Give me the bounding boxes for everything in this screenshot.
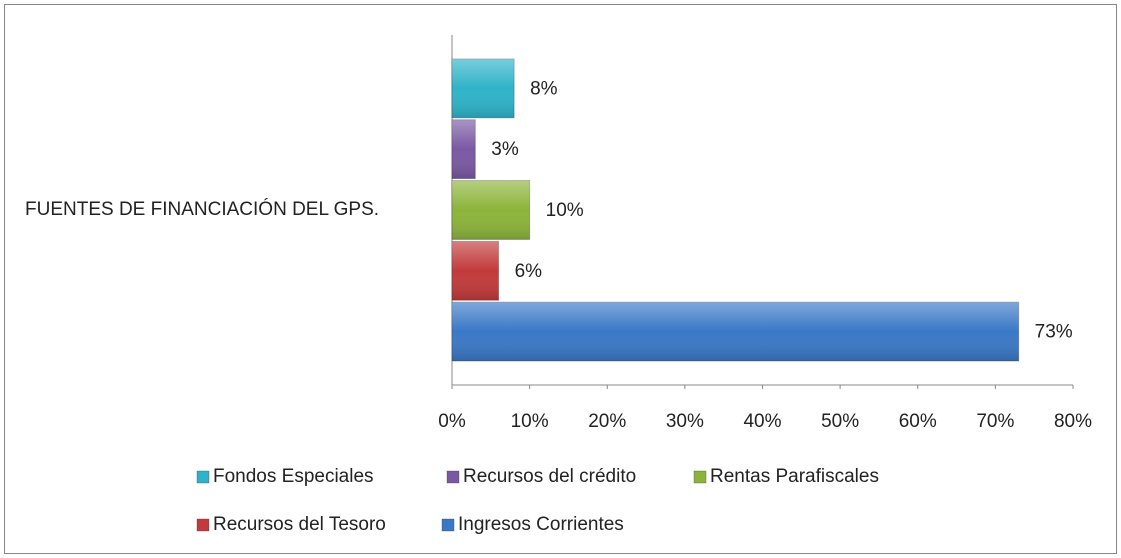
chart-border <box>4 4 1117 554</box>
x-tick-label: 20% <box>588 411 626 432</box>
data-label: 3% <box>491 139 519 160</box>
x-tick-label: 0% <box>438 411 466 432</box>
data-label: 8% <box>530 78 558 99</box>
bar <box>451 58 515 119</box>
data-label: 73% <box>1035 322 1073 343</box>
legend-label: Recursos del Tesoro <box>213 514 386 535</box>
legend-marker <box>441 518 455 532</box>
x-tick-label: 40% <box>743 411 781 432</box>
bar <box>451 180 531 240</box>
legend-label: Rentas Parafiscales <box>710 466 879 487</box>
x-tick-label: 60% <box>899 411 937 432</box>
x-tick-label: 30% <box>666 411 704 432</box>
legend-marker <box>693 470 707 484</box>
bar <box>451 240 500 301</box>
data-label: 10% <box>546 200 584 221</box>
legend-label: Ingresos Corrientes <box>458 514 624 535</box>
legend-marker <box>196 518 210 532</box>
y-tick-label: FUENTES DE FINANCIACIÓN DEL GPS. <box>25 198 379 220</box>
x-tick-label: 70% <box>976 411 1014 432</box>
bar <box>451 119 476 180</box>
legend-label: Recursos del crédito <box>463 466 636 487</box>
x-tick-label: 10% <box>511 411 549 432</box>
data-label: 6% <box>515 261 543 282</box>
x-tick-label: 50% <box>821 411 859 432</box>
legend-marker <box>196 470 210 484</box>
x-tick-label: 80% <box>1054 411 1092 432</box>
legend-label: Fondos Especiales <box>213 466 374 487</box>
bar <box>451 301 1020 362</box>
legend-marker <box>446 470 460 484</box>
